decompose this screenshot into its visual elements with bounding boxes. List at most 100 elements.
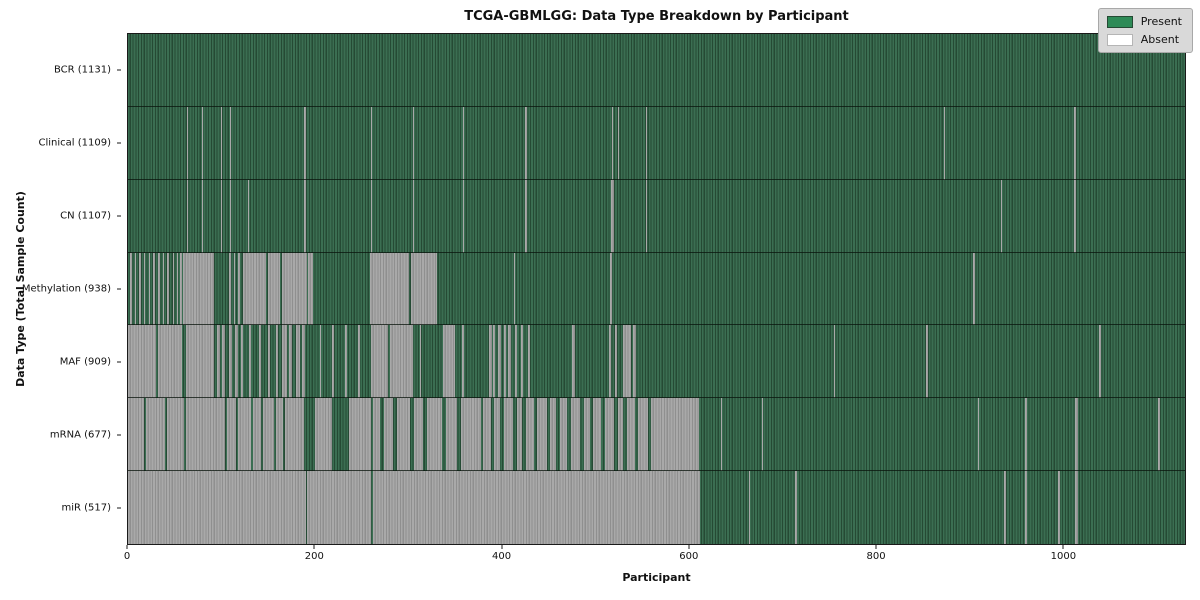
absent-segment [1003, 471, 1006, 544]
absent-segment [180, 252, 182, 326]
absent-segment [593, 398, 601, 472]
absent-segment [306, 471, 372, 544]
absent-segment [520, 325, 524, 399]
absent-segment [550, 398, 557, 472]
absent-segment [183, 252, 214, 326]
absent-segment [370, 252, 410, 326]
absent-segment [516, 398, 523, 472]
absent-segment [1073, 179, 1076, 253]
absent-segment [609, 325, 612, 399]
absent-segment [617, 398, 624, 472]
absent-segment [795, 471, 798, 544]
absent-segment [201, 179, 204, 253]
absent-segment [720, 398, 723, 472]
absent-segment [623, 325, 631, 399]
absent-segment [1099, 325, 1101, 399]
absent-segment [370, 325, 388, 399]
absent-segment [943, 106, 946, 180]
row-separator [128, 105, 1185, 107]
absent-segment [303, 106, 307, 180]
legend-item-present: Present [1106, 15, 1182, 28]
x-tick-label-800: 800 [866, 551, 886, 562]
absent-segment [926, 325, 928, 399]
absent-segment [493, 325, 496, 399]
absent-segment [285, 398, 304, 472]
absent-segment [503, 325, 506, 399]
y-tick-mark [117, 142, 121, 144]
absent-segment [143, 252, 146, 326]
absent-segment [384, 398, 394, 472]
absent-segment [241, 325, 243, 399]
x-tick-mark [875, 545, 877, 549]
x-tick-label-200: 200 [304, 551, 324, 562]
absent-segment [537, 398, 547, 472]
absent-segment [638, 398, 648, 472]
absent-segment [972, 252, 975, 326]
absent-segment [445, 398, 457, 472]
absent-segment [235, 325, 239, 399]
absent-segment [584, 398, 590, 472]
row-BCR [128, 34, 1185, 107]
row-CN [128, 179, 1185, 253]
absent-segment [508, 325, 512, 399]
absent-segment [370, 106, 373, 180]
absent-segment [483, 398, 491, 472]
absent-segment [372, 471, 700, 544]
absent-segment [303, 179, 307, 253]
absent-segment [462, 179, 464, 253]
legend: Present Absent [1097, 8, 1193, 53]
x-tick-mark [688, 545, 690, 549]
absent-segment [201, 106, 204, 180]
row-separator [128, 178, 1185, 180]
absent-segment [128, 325, 157, 399]
absent-segment [229, 106, 232, 180]
absent-segment [614, 325, 617, 399]
absent-segment [228, 252, 231, 326]
absent-segment [413, 398, 424, 472]
y-tick-label-mRNA: mRNA (677) [49, 429, 111, 441]
absent-segment [503, 398, 514, 472]
x-tick-label-0: 0 [123, 551, 131, 562]
absent-segment [128, 471, 306, 544]
y-tick-label-CN: CN (1107) [60, 210, 111, 222]
absent-segment [216, 325, 220, 399]
y-tick-label-Methylation: Methylation (938) [21, 283, 111, 295]
absent-segment [1157, 398, 1160, 472]
row-Methylation [128, 252, 1185, 326]
absent-segment [238, 398, 252, 472]
absent-segment [186, 106, 189, 180]
absent-segment [419, 325, 422, 399]
absent-segment [645, 106, 648, 180]
absent-segment [249, 325, 252, 399]
absent-segment [761, 398, 764, 472]
absent-segment [220, 106, 222, 180]
absent-segment [833, 325, 836, 399]
absent-segment [1025, 398, 1028, 472]
absent-segment [559, 398, 568, 472]
absent-segment [1000, 179, 1003, 253]
row-separator [128, 324, 1185, 326]
absent-segment [525, 106, 527, 180]
absent-segment [268, 325, 271, 399]
x-tick-mark [501, 545, 503, 549]
y-tick-mark [117, 361, 121, 363]
absent-segment [238, 252, 241, 326]
absent-segment [242, 252, 267, 326]
absent-segment [525, 179, 527, 253]
absent-segment [220, 179, 222, 253]
absent-segment [262, 398, 274, 472]
absent-segment [186, 179, 189, 253]
absent-segment [282, 325, 287, 399]
absent-segment [526, 398, 534, 472]
row-separator [128, 251, 1185, 253]
absent-segment [282, 252, 307, 326]
absent-segment [370, 179, 373, 253]
absent-segment [162, 252, 164, 326]
row-MAF [128, 325, 1185, 399]
absent-segment [462, 106, 464, 180]
absent-segment [222, 325, 226, 399]
absent-segment [134, 252, 136, 326]
absent-segment [253, 398, 261, 472]
absent-segment [228, 325, 232, 399]
